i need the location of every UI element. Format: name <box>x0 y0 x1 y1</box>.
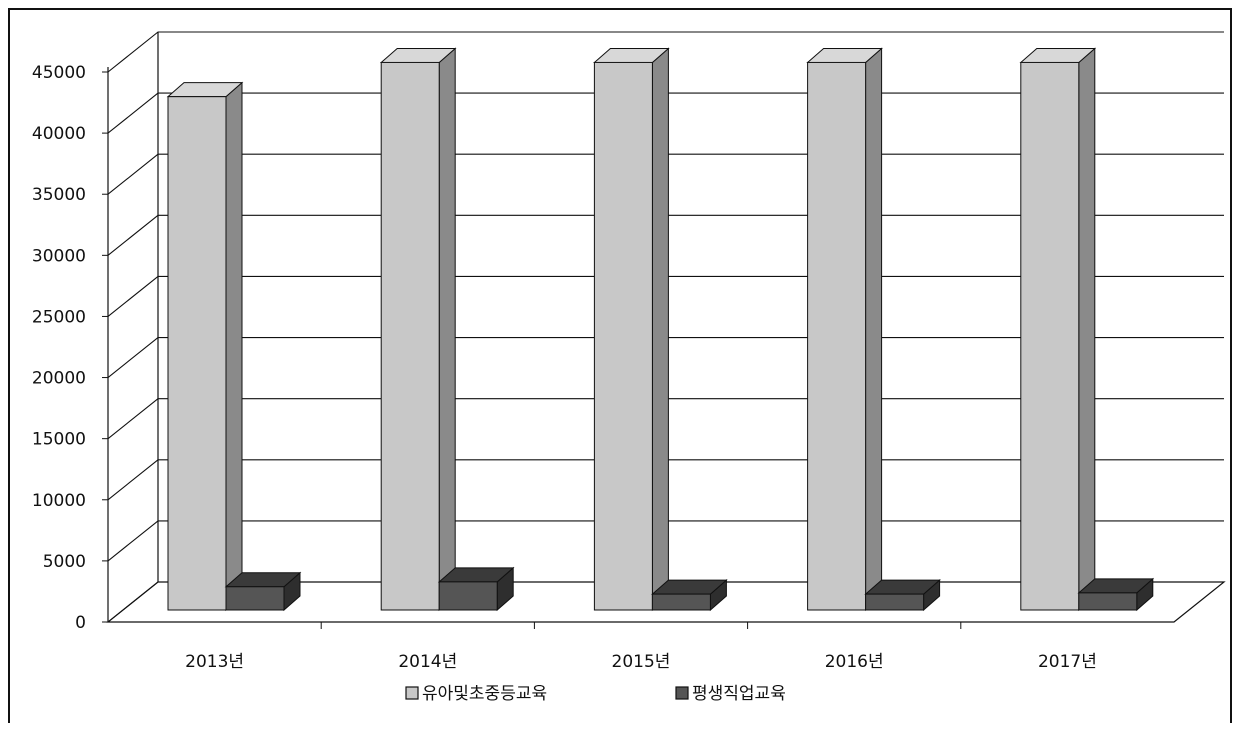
x-tick-label: 2016년 <box>825 652 884 672</box>
x-tick-label: 2017년 <box>1038 652 1097 672</box>
legend-label: 평생직업교육 <box>692 684 786 704</box>
y-tick-label: 45000 <box>32 63 86 83</box>
bar <box>806 47 883 612</box>
y-tick-label: 25000 <box>32 307 86 327</box>
bar <box>651 579 728 612</box>
bars <box>166 47 1155 612</box>
bar <box>166 81 244 612</box>
legend-item: 평생직업교육 <box>675 684 786 704</box>
bar <box>379 47 457 612</box>
y-axis-ticks: 0 5000 10000 15000 20000 25000 30000 35000 40000… <box>32 63 108 633</box>
x-tick-label: 2013년 <box>185 652 244 672</box>
gridline <box>107 31 1224 73</box>
bar <box>437 566 515 612</box>
legend: 유아및초중등교육 평생직업교육 <box>405 684 786 704</box>
legend-swatch <box>405 686 419 700</box>
y-tick-label: 20000 <box>32 369 86 389</box>
y-tick-label: 0 <box>75 613 86 633</box>
x-tick-label: 2015년 <box>612 652 671 672</box>
x-axis-ticks: 2013년 2014년 2015년 2016년 2017년 <box>185 622 1097 672</box>
y-tick-label: 40000 <box>32 124 86 144</box>
bar <box>864 579 941 612</box>
y-tick-label: 5000 <box>43 552 86 572</box>
bar <box>1019 47 1097 612</box>
legend-label: 유아및초중등교육 <box>422 684 547 704</box>
y-tick-label: 10000 <box>32 491 86 511</box>
y-tick-label: 35000 <box>32 185 86 205</box>
bar <box>224 571 302 612</box>
legend-swatch <box>675 686 689 700</box>
y-tick-label: 15000 <box>32 430 86 450</box>
chart-frame <box>8 8 1232 723</box>
bar <box>1077 577 1155 612</box>
x-tick-label: 2014년 <box>398 652 457 672</box>
bar <box>593 47 670 612</box>
y-tick-label: 30000 <box>32 246 86 266</box>
legend-item: 유아및초중등교육 <box>405 684 547 704</box>
